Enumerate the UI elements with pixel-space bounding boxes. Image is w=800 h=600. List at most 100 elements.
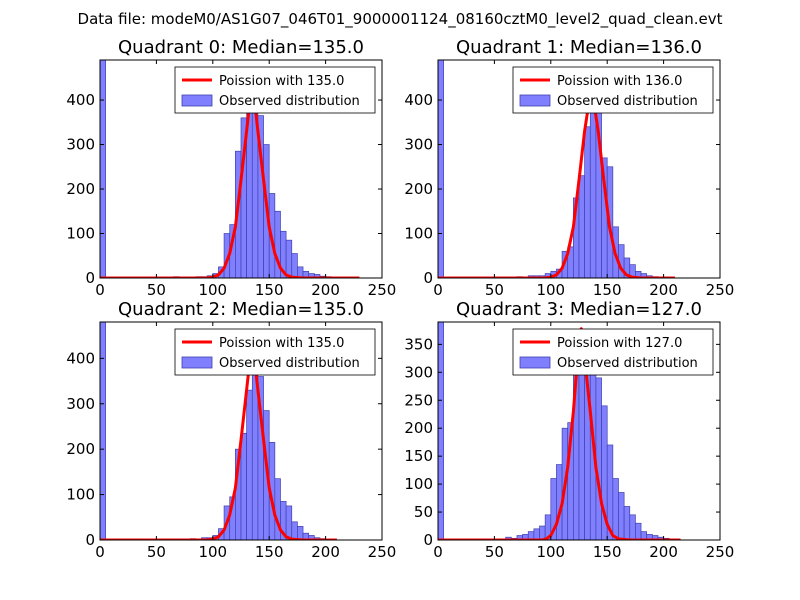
histogram-bar (100, 322, 106, 540)
histogram-bar (246, 389, 253, 540)
axes-frame (437, 321, 721, 541)
x-tick-label: 0 (433, 543, 443, 561)
y-tick-label: 0 (423, 531, 433, 549)
y-tick-label: 300 (404, 363, 433, 381)
x-tick-label: 0 (95, 281, 105, 299)
legend: Poission with 127.0 Observed distribution (512, 328, 714, 376)
legend-bar-swatch (181, 356, 213, 369)
y-tick-label: 0 (85, 531, 95, 549)
histogram-bar (589, 106, 597, 278)
y-tick-label: 250 (404, 391, 433, 409)
legend-entry-poisson: Poission with 135.0 (219, 74, 344, 89)
y-tick-label: 100 (66, 486, 95, 504)
legend-entry-observed: Observed distribution (557, 94, 698, 109)
y-tick-label: 100 (66, 225, 95, 243)
legend: Poission with 135.0 Observed distribution (174, 66, 376, 114)
legend-entry-poisson: Poission with 127.0 (557, 336, 682, 351)
histogram-bar (584, 126, 591, 278)
histogram-bar (578, 175, 585, 278)
x-tick-label: 250 (368, 281, 397, 299)
legend: Poission with 135.0 Observed distribution (174, 328, 376, 376)
histogram-bar (240, 432, 247, 540)
y-tick-label: 400 (66, 91, 95, 109)
x-tick-label: 0 (95, 543, 105, 561)
poisson-curve (100, 350, 337, 540)
x-tick-label: 150 (255, 543, 284, 561)
x-tick-label: 100 (198, 543, 227, 561)
axes-frame (437, 59, 721, 279)
y-tick-label: 300 (66, 136, 95, 154)
histogram-bar (623, 506, 631, 540)
x-tick-label: 100 (536, 281, 565, 299)
legend-bar-swatch (519, 94, 551, 107)
poisson-curve (100, 91, 360, 278)
histogram-bar (251, 371, 259, 540)
subplot-quadrant-3: Quadrant 3: Median=127.0 0 50 100 150 200 250 0… (404, 299, 734, 561)
histogram-bar (285, 239, 293, 278)
y-tick-label: 200 (404, 180, 433, 198)
y-tick-label: 400 (404, 91, 433, 109)
subplot-title: Quadrant 3: Median=127.0 (456, 299, 702, 320)
histogram-bar (438, 322, 444, 540)
legend-entry-observed: Observed distribution (557, 356, 698, 371)
y-tick-label: 100 (404, 225, 433, 243)
subplot-quadrant-0: Quadrant 0: Median=135.0 0 50 100 150 200 250 0… (66, 37, 396, 299)
x-tick-label: 200 (649, 281, 678, 299)
y-tick-label: 0 (423, 269, 433, 287)
axes-frame (99, 59, 383, 279)
histogram-bar (578, 355, 585, 540)
legend-bar-swatch (181, 94, 213, 107)
x-tick-label: 50 (147, 543, 166, 561)
histogram-bars (100, 60, 332, 278)
y-tick-label: 0 (85, 269, 95, 287)
legend-bar-swatch (519, 356, 551, 369)
poisson-curve (438, 90, 675, 278)
y-tick-label: 200 (66, 180, 95, 198)
x-tick-label: 100 (536, 543, 565, 561)
histogram-bar (635, 522, 642, 540)
x-tick-label: 100 (198, 281, 227, 299)
histogram-bar (438, 60, 444, 278)
y-tick-label: 300 (66, 395, 95, 413)
legend-entry-poisson: Poission with 135.0 (219, 336, 344, 351)
histogram-bar (291, 521, 298, 540)
x-tick-label: 150 (255, 281, 284, 299)
histogram-bar (595, 377, 602, 540)
legend-box (174, 328, 376, 376)
histogram-bar (297, 526, 304, 540)
y-tick-label: 200 (66, 440, 95, 458)
histogram-bar (618, 492, 625, 540)
x-tick-label: 150 (593, 281, 622, 299)
y-tick-label: 400 (66, 349, 95, 367)
legend: Poission with 136.0 Observed distribution (512, 66, 714, 114)
figure-suptitle: Data file: modeM0/AS1G07_046T01_90000011… (78, 10, 723, 29)
legend-entry-observed: Observed distribution (219, 356, 360, 371)
x-tick-label: 250 (368, 543, 397, 561)
x-tick-label: 250 (706, 281, 735, 299)
x-tick-label: 50 (147, 281, 166, 299)
y-tick-label: 350 (404, 335, 433, 353)
histogram-bar (533, 528, 540, 540)
x-tick-label: 0 (433, 281, 443, 299)
subplot-title: Quadrant 0: Median=135.0 (118, 37, 364, 58)
y-tick-label: 300 (404, 136, 433, 154)
x-tick-label: 50 (485, 281, 504, 299)
x-tick-label: 200 (311, 281, 340, 299)
y-tick-label: 150 (404, 447, 433, 465)
y-tick-label: 100 (404, 475, 433, 493)
histogram-bar (100, 60, 106, 278)
legend-entry-poisson: Poission with 136.0 (557, 74, 682, 89)
x-tick-label: 200 (649, 543, 678, 561)
histogram-bar (629, 514, 636, 540)
x-tick-label: 150 (593, 543, 622, 561)
x-tick-label: 200 (311, 543, 340, 561)
axes-frame (99, 321, 383, 541)
x-tick-label: 250 (706, 543, 735, 561)
subplot-title: Quadrant 1: Median=136.0 (456, 37, 702, 58)
x-tick-label: 50 (485, 543, 504, 561)
y-tick-label: 200 (404, 419, 433, 437)
y-tick-label: 50 (414, 503, 433, 521)
subplot-grid: Quadrant 0: Median=135.0 0 50 100 150 200 250 0… (66, 37, 734, 561)
subplot-quadrant-2: Quadrant 2: Median=135.0 0 50 100 150 200 250 0… (66, 299, 396, 561)
